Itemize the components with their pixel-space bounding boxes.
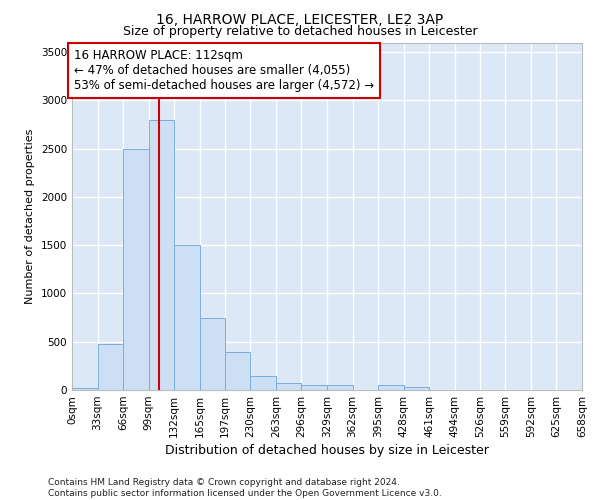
Bar (327, 384, 353, 390)
Bar (149, 120, 175, 390)
X-axis label: Distribution of detached houses by size in Leicester: Distribution of detached houses by size … (165, 444, 489, 457)
Text: Size of property relative to detached houses in Leicester: Size of property relative to detached ho… (122, 25, 478, 38)
Bar (404, 387, 430, 390)
Text: Contains HM Land Registry data © Crown copyright and database right 2024.
Contai: Contains HM Land Registry data © Crown c… (48, 478, 442, 498)
Text: 16, HARROW PLACE, LEICESTER, LE2 3AP: 16, HARROW PLACE, LEICESTER, LE2 3AP (157, 12, 443, 26)
Bar (98, 344, 123, 390)
Bar (72, 388, 98, 390)
Bar (276, 383, 301, 390)
Text: 16 HARROW PLACE: 112sqm
← 47% of detached houses are smaller (4,055)
53% of semi: 16 HARROW PLACE: 112sqm ← 47% of detache… (74, 50, 374, 92)
Bar (250, 376, 276, 390)
Bar (200, 318, 226, 390)
Bar (175, 245, 200, 390)
Bar (123, 148, 149, 390)
Bar (378, 384, 404, 390)
Bar (301, 384, 327, 390)
Bar (224, 352, 250, 390)
Y-axis label: Number of detached properties: Number of detached properties (25, 128, 35, 304)
